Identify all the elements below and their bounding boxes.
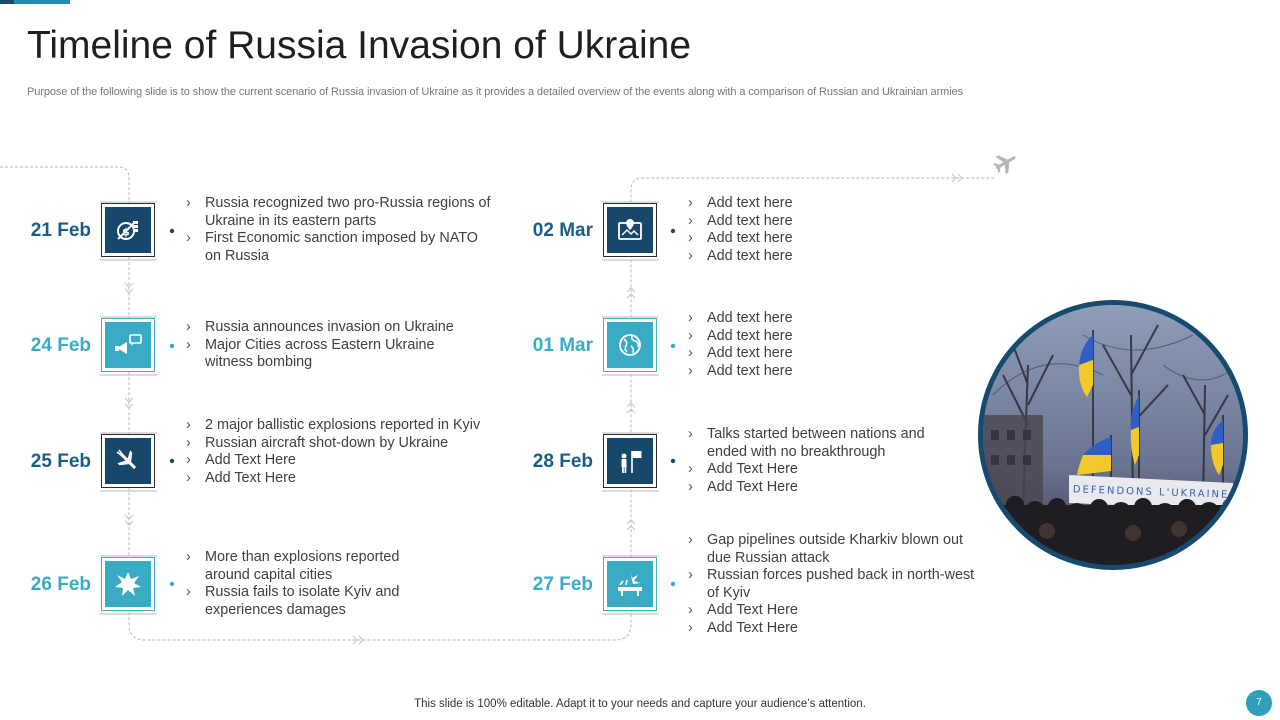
announcement-icon-box <box>101 318 155 372</box>
bullet-item: Add text here <box>687 230 947 248</box>
bullet-item: Add Text Here <box>687 461 957 479</box>
announcement-icon <box>115 334 142 354</box>
event-bullets: Add text here Add text here Add text her… <box>687 310 947 380</box>
event-bullets: Add text here Add text here Add text her… <box>687 195 947 265</box>
top-accent-bar-teal <box>14 0 70 4</box>
event-bullets: Russia recognized two pro-Russia regions… <box>185 195 495 265</box>
globe-icon <box>619 334 641 356</box>
event-bullets: Gap pipelines outside Kharkiv blown out … <box>687 532 987 638</box>
date-label: 26 Feb <box>30 574 91 595</box>
globe-icon-box <box>603 318 657 372</box>
sanctions-icon-box: $ <box>101 203 155 257</box>
date-label: 21 Feb <box>30 220 91 241</box>
talks-flag-icon <box>621 451 642 473</box>
bullet-item: Add text here <box>687 310 947 328</box>
slide-title: Timeline of Russia Invasion of Ukraine <box>27 24 692 67</box>
bullet-item: Gap pipelines outside Kharkiv blown out … <box>687 532 987 567</box>
bullet-item: Russia announces invasion on Ukraine <box>185 319 485 337</box>
bullet-item: Add text here <box>687 195 947 213</box>
bullet-item: First Economic sanction imposed by NATO … <box>185 230 495 265</box>
top-accent-bar-dark <box>0 0 14 4</box>
event-bullets: Talks started between nations and ended … <box>687 426 957 496</box>
bullet-item: 2 major ballistic explosions reported in… <box>185 417 485 435</box>
bullet-item: Add Text Here <box>687 620 987 638</box>
bullet-item: Add Text Here <box>687 479 957 497</box>
banner-text: DEFENDONS L'UKRAINE <box>1073 484 1230 500</box>
bullet-item: Add Text Here <box>687 602 987 620</box>
bullet-item: Russian forces pushed back in north-west… <box>687 567 987 602</box>
aircraft-icon-box <box>101 434 155 488</box>
slide-subtitle: Purpose of the following slide is to sho… <box>27 86 963 98</box>
date-label: 02 Mar <box>532 220 593 241</box>
bullet-item: Add text here <box>687 328 947 346</box>
bullet-item: Russian aircraft shot-down by Ukraine <box>185 435 485 453</box>
explosion-icon-box <box>101 557 155 611</box>
event-bullets: 2 major ballistic explosions reported in… <box>185 417 485 487</box>
page-number-badge: 7 <box>1246 690 1272 716</box>
bullet-item: Add text here <box>687 345 947 363</box>
ukraine-protest-photo: DEFENDONS L'UKRAINE <box>978 300 1248 570</box>
bullet-item: Major Cities across Eastern Ukraine witn… <box>185 337 485 372</box>
protest-illustration: DEFENDONS L'UKRAINE <box>983 305 1243 565</box>
date-label: 28 Feb <box>532 451 593 472</box>
bullet-item: Add text here <box>687 363 947 381</box>
sanctions-icon: $ <box>117 221 138 240</box>
bullet-item: More than explosions reported around cap… <box>185 549 445 584</box>
airplane-icon <box>992 155 1017 175</box>
footer-note: This slide is 100% editable. Adapt it to… <box>414 698 866 710</box>
date-label: 25 Feb <box>30 451 91 472</box>
map-pin-icon-box <box>603 203 657 257</box>
pipeline-blast-icon-box <box>603 557 657 611</box>
aircraft-icon <box>116 449 137 470</box>
date-label: 24 Feb <box>30 335 91 356</box>
talks-flag-icon-box <box>603 434 657 488</box>
bullet-item: Russia fails to isolate Kyiv and experie… <box>185 584 445 619</box>
explosion-icon <box>115 572 141 596</box>
date-label: 01 Mar <box>532 335 593 356</box>
bullet-item: Add Text Here <box>185 470 485 488</box>
bullet-item: Talks started between nations and ended … <box>687 426 957 461</box>
event-bullets: Russia announces invasion on Ukraine Maj… <box>185 319 485 372</box>
bullet-item: Add Text Here <box>185 452 485 470</box>
bullet-item: Add text here <box>687 248 947 266</box>
map-pin-icon <box>618 219 642 240</box>
date-label: 27 Feb <box>532 574 593 595</box>
bullet-item: Add text here <box>687 213 947 231</box>
pipeline-blast-icon <box>618 572 642 596</box>
event-bullets: More than explosions reported around cap… <box>185 549 445 619</box>
bullet-item: Russia recognized two pro-Russia regions… <box>185 195 495 230</box>
